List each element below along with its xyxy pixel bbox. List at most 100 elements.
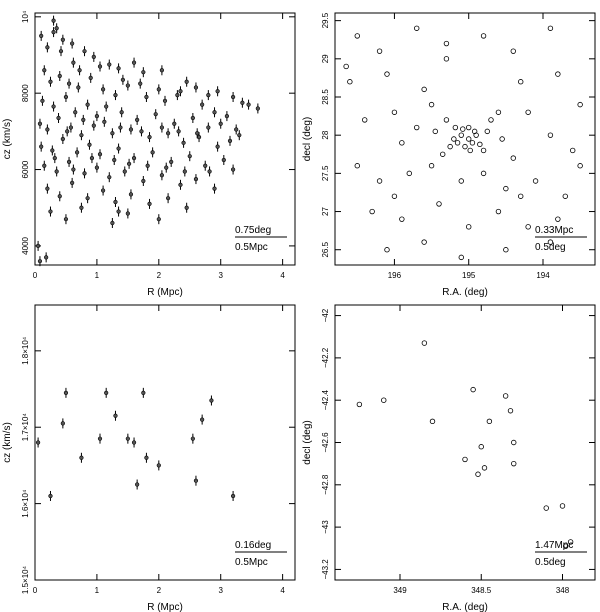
point-marker	[165, 196, 171, 201]
point-marker	[193, 176, 199, 182]
data-points	[343, 25, 583, 261]
data-point	[237, 130, 242, 141]
data-point	[486, 418, 493, 425]
data-point	[139, 126, 144, 137]
chart-panel-bottom-left: 0 1 2 3 4 1.5×10⁴ 1.6×10⁴ 1.7×10⁴ 1.8×10⁴ R (Mpc)…	[2, 304, 296, 612]
point-marker	[54, 26, 59, 31]
point-marker	[73, 110, 78, 115]
data-point	[48, 76, 53, 87]
point-marker	[200, 417, 205, 422]
point-marker	[190, 436, 195, 441]
data-point	[39, 141, 44, 152]
scale-bar-bottom-label: 0.5deg	[535, 242, 566, 253]
data-point	[462, 143, 468, 150]
y-tick-label: 27.5	[321, 165, 330, 181]
point-marker	[70, 41, 75, 46]
data-point	[40, 95, 45, 106]
point-marker	[139, 129, 144, 134]
data-point	[52, 153, 57, 164]
data-point	[116, 63, 121, 74]
data-point	[184, 202, 189, 213]
point-marker	[116, 146, 121, 151]
y-tick-label: −43	[321, 520, 330, 534]
data-point	[141, 387, 146, 398]
point-marker	[169, 159, 174, 165]
data-point	[432, 128, 438, 135]
point-marker	[126, 161, 132, 166]
point-marker	[37, 259, 43, 264]
point-marker	[128, 127, 134, 132]
point-marker	[113, 199, 118, 205]
point-marker	[110, 131, 115, 136]
point-marker	[37, 121, 43, 126]
chart-panel-top-left: 0 1 2 3 4 4000 6000 8000 10⁴ R (Mpc) cz (km/s) 0.75…	[2, 10, 296, 298]
x-tick-label: 194	[536, 271, 550, 280]
data-point	[113, 410, 118, 421]
point-marker	[125, 436, 130, 441]
data-point	[184, 76, 189, 87]
point-marker	[218, 121, 223, 126]
point-marker	[212, 110, 217, 115]
data-point	[51, 101, 56, 112]
y-tick-label: 28.5	[321, 89, 330, 105]
data-point	[190, 433, 195, 444]
point-marker	[102, 119, 107, 124]
data-point	[495, 109, 502, 115]
data-point	[125, 433, 130, 444]
point-marker	[52, 155, 57, 161]
point-marker	[60, 37, 65, 42]
y-tick-label: 28	[321, 130, 330, 139]
data-point	[70, 177, 75, 188]
data-point	[73, 107, 78, 118]
point-marker	[195, 131, 200, 136]
point-marker	[230, 94, 236, 100]
y-tick-label: 29.5	[321, 12, 330, 28]
data-point	[480, 147, 487, 154]
data-point	[212, 183, 217, 194]
point-marker	[141, 70, 146, 75]
x-tick-label: 4	[280, 586, 285, 595]
point-marker	[156, 87, 161, 92]
y-axis-label: cz (km/s)	[2, 119, 13, 160]
data-point	[215, 141, 220, 152]
point-marker	[100, 87, 106, 92]
data-point	[102, 116, 107, 127]
point-marker	[79, 455, 84, 460]
data-point	[200, 99, 205, 110]
point-marker	[40, 98, 45, 103]
data-point	[195, 128, 200, 139]
point-marker	[190, 115, 195, 121]
point-marker	[51, 104, 56, 109]
data-point	[60, 134, 65, 144]
data-point	[45, 124, 50, 135]
data-point	[525, 224, 531, 230]
data-point	[510, 155, 516, 161]
data-point	[200, 414, 205, 425]
data-point	[443, 117, 450, 123]
x-tick-label: 3	[218, 271, 223, 280]
data-point	[97, 433, 103, 444]
point-marker	[125, 211, 130, 216]
data-point	[376, 48, 383, 54]
point-marker	[234, 127, 239, 132]
data-point	[82, 168, 87, 179]
chart-panel-top-right: 196 195 194 26.5 27 27.5 28 28.5 29 29.5 R.A. (deg…	[302, 12, 596, 298]
point-marker	[100, 188, 106, 193]
point-marker	[116, 209, 121, 214]
point-marker	[42, 68, 47, 73]
plot-frame	[34, 304, 296, 581]
data-point	[399, 140, 405, 146]
data-point	[58, 46, 64, 57]
data-point	[76, 82, 81, 93]
data-point	[218, 118, 223, 129]
point-marker	[141, 390, 146, 395]
data-point	[85, 193, 90, 204]
data-point	[125, 208, 130, 219]
data-point	[91, 120, 96, 131]
point-marker	[147, 134, 152, 140]
point-marker	[206, 125, 211, 130]
x-axis-label: R.A. (deg)	[442, 602, 488, 612]
y-tick-label: 29	[321, 54, 330, 63]
x-axis-label: R.A. (deg)	[442, 287, 488, 298]
y-axis-label: decl (deg)	[302, 117, 313, 161]
